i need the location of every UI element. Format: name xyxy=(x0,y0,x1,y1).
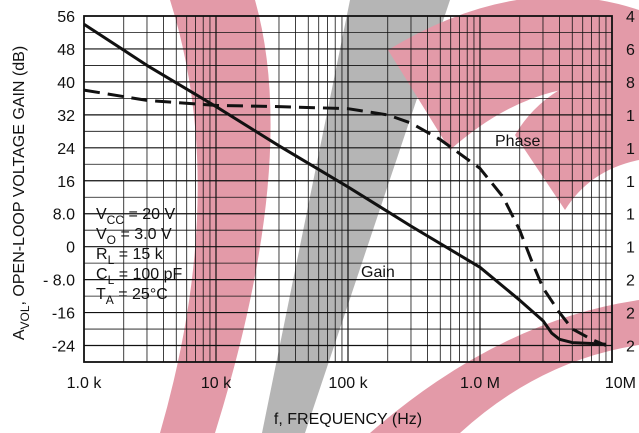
series-layer xyxy=(83,22,607,347)
watermark-red-arc-bottom xyxy=(370,300,639,433)
x-axis-label: f, FREQUENCY (Hz) xyxy=(274,411,422,428)
plot-frame xyxy=(83,15,613,363)
condition-line: VCC = 20 V xyxy=(96,206,175,227)
condition-line: TA = 25°C xyxy=(96,286,168,307)
axes xyxy=(83,15,613,363)
right-tick-label: 2 xyxy=(626,339,635,356)
condition-symbol: T xyxy=(96,286,106,303)
right-tick-label: 2 xyxy=(626,273,635,290)
condition-symbol: V xyxy=(96,226,107,243)
condition-value: = 100 pF xyxy=(114,266,182,283)
condition-line: CL = 100 pF xyxy=(96,266,183,287)
right-tick-label: 1 xyxy=(626,174,635,191)
condition-subscript: O xyxy=(107,233,116,247)
condition-value: = 25°C xyxy=(114,286,168,303)
y-tick-label: 24 xyxy=(57,141,75,158)
watermark-gray-stroke xyxy=(262,0,450,433)
y-tick-label: - 8.0 xyxy=(43,273,75,290)
y-tick-label: 8.0 xyxy=(53,207,75,224)
y-tick-label: 0 xyxy=(66,240,75,257)
right-tick-label: 1 xyxy=(626,240,635,257)
y-axis-label-rest: , OPEN-LOOP VOLTAGE GAIN (dB) xyxy=(11,46,28,306)
x-tick-label: 1.0 k xyxy=(67,375,103,392)
watermark-red-ring xyxy=(515,65,639,210)
y-tick-label: 32 xyxy=(57,108,75,125)
condition-value: = 20 V xyxy=(124,206,175,223)
x-tick-label: 10 k xyxy=(201,375,232,392)
x-tick-label: 10M xyxy=(605,375,636,392)
labels-layer: 56 48 40 32 24 16 8.0 0 - 8.0 -16 -24 4 6 8 1 1 1 1 1 2 2 2 1.… xyxy=(11,9,636,428)
y-tick-label: 48 xyxy=(57,42,75,59)
right-tick-label: 2 xyxy=(626,306,635,323)
y-tick-label: 56 xyxy=(57,9,75,26)
y-tick-label: -24 xyxy=(52,339,75,356)
gain-curve xyxy=(83,22,607,346)
phase-curve-label: Phase xyxy=(495,133,540,150)
condition-symbol: V xyxy=(96,206,107,223)
condition-subscript: L xyxy=(108,253,115,267)
right-tick-label: 1 xyxy=(626,141,635,158)
x-tick-label: 1.0 M xyxy=(460,375,500,392)
gain-curve-label: Gain xyxy=(361,264,395,281)
watermark-red-swoosh xyxy=(160,0,271,433)
right-tick-label: 1 xyxy=(626,207,635,224)
y-axis-label-prefix: A xyxy=(11,329,28,340)
y-axis-label-subscript: VOL xyxy=(18,305,32,329)
right-tick-label: 4 xyxy=(626,9,635,26)
condition-line: RL = 15 k xyxy=(96,246,164,267)
condition-subscript: A xyxy=(106,293,114,307)
condition-value: = 15 k xyxy=(114,246,163,263)
condition-symbol: R xyxy=(96,246,108,263)
condition-symbol: C xyxy=(96,266,108,283)
x-tick-label: 100 k xyxy=(328,375,368,392)
right-tick-label: 8 xyxy=(626,75,635,92)
y-tick-label: 16 xyxy=(57,174,75,191)
condition-subscript: L xyxy=(108,273,115,287)
y-tick-label: -16 xyxy=(52,306,75,323)
right-tick-label: 6 xyxy=(626,42,635,59)
phase-curve xyxy=(83,88,607,347)
grid xyxy=(84,16,612,362)
condition-line: VO = 3.0 V xyxy=(96,226,172,247)
y-tick-label: 40 xyxy=(57,75,75,92)
y-axis-label: AVOL, OPEN-LOOP VOLTAGE GAIN (dB) xyxy=(11,46,32,340)
condition-subscript: CC xyxy=(107,213,125,227)
watermark xyxy=(160,0,639,433)
right-tick-label: 1 xyxy=(626,108,635,125)
condition-value: = 3.0 V xyxy=(116,226,172,243)
